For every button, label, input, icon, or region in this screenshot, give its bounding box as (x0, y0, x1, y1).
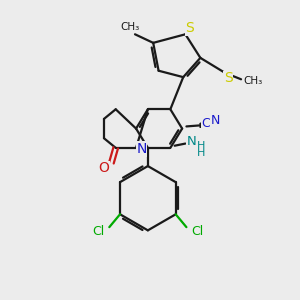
Text: S: S (185, 21, 194, 35)
Text: H: H (197, 148, 206, 158)
Text: CH₃: CH₃ (243, 76, 262, 86)
Text: Cl: Cl (92, 225, 105, 238)
Text: CH₃: CH₃ (120, 22, 139, 32)
Text: S: S (224, 71, 233, 85)
Text: N: N (211, 113, 220, 127)
Text: C: C (201, 117, 210, 130)
Text: N: N (136, 142, 147, 156)
Text: Cl: Cl (191, 225, 203, 238)
Text: O: O (98, 161, 110, 175)
Text: N: N (187, 135, 197, 148)
Text: H: H (197, 141, 206, 151)
